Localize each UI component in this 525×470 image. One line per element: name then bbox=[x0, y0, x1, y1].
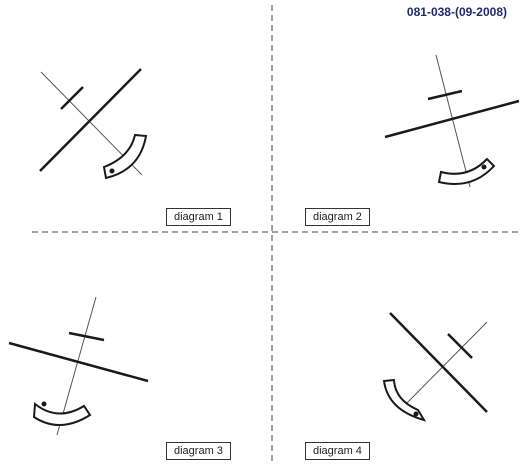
diagram-1-dot bbox=[109, 168, 115, 174]
diagram-2-thin-axis bbox=[435, 54, 471, 188]
diagram-2-arc-shape bbox=[437, 157, 496, 185]
diagram-4-main-line bbox=[389, 312, 488, 413]
diagram-1-main-line bbox=[39, 68, 142, 172]
diagram-2-figure bbox=[384, 54, 520, 188]
reference-code: 081-038-(09-2008) bbox=[406, 5, 507, 19]
diagram-4-tick bbox=[447, 333, 473, 359]
diagram-3-main-line bbox=[8, 341, 149, 383]
diagram-3-figure bbox=[8, 296, 149, 436]
diagram-1-label: diagram 1 bbox=[166, 208, 231, 226]
diagram-1-arc-shape bbox=[102, 133, 148, 180]
diagram-4-figure bbox=[382, 312, 488, 422]
diagram-3-thin-axis bbox=[56, 296, 97, 436]
diagram-4-arc-shape bbox=[382, 378, 427, 422]
diagram-3-dot bbox=[41, 401, 47, 407]
diagram-2-dot bbox=[481, 164, 487, 170]
diagram-4-dot bbox=[413, 411, 419, 417]
diagram-4-label: diagram 4 bbox=[305, 442, 370, 460]
diagram-2-label: diagram 2 bbox=[305, 208, 370, 226]
diagram-2-tick bbox=[427, 89, 463, 101]
diagram-3-label: diagram 3 bbox=[166, 442, 231, 460]
diagram-3-tick bbox=[68, 331, 105, 342]
diagram-2-main-line bbox=[384, 99, 520, 139]
diagram-3-arc-shape bbox=[32, 402, 92, 426]
diagram-4-thin-axis bbox=[403, 321, 488, 407]
diagram-1-tick bbox=[60, 86, 84, 110]
diagram-1-figure bbox=[39, 68, 148, 180]
